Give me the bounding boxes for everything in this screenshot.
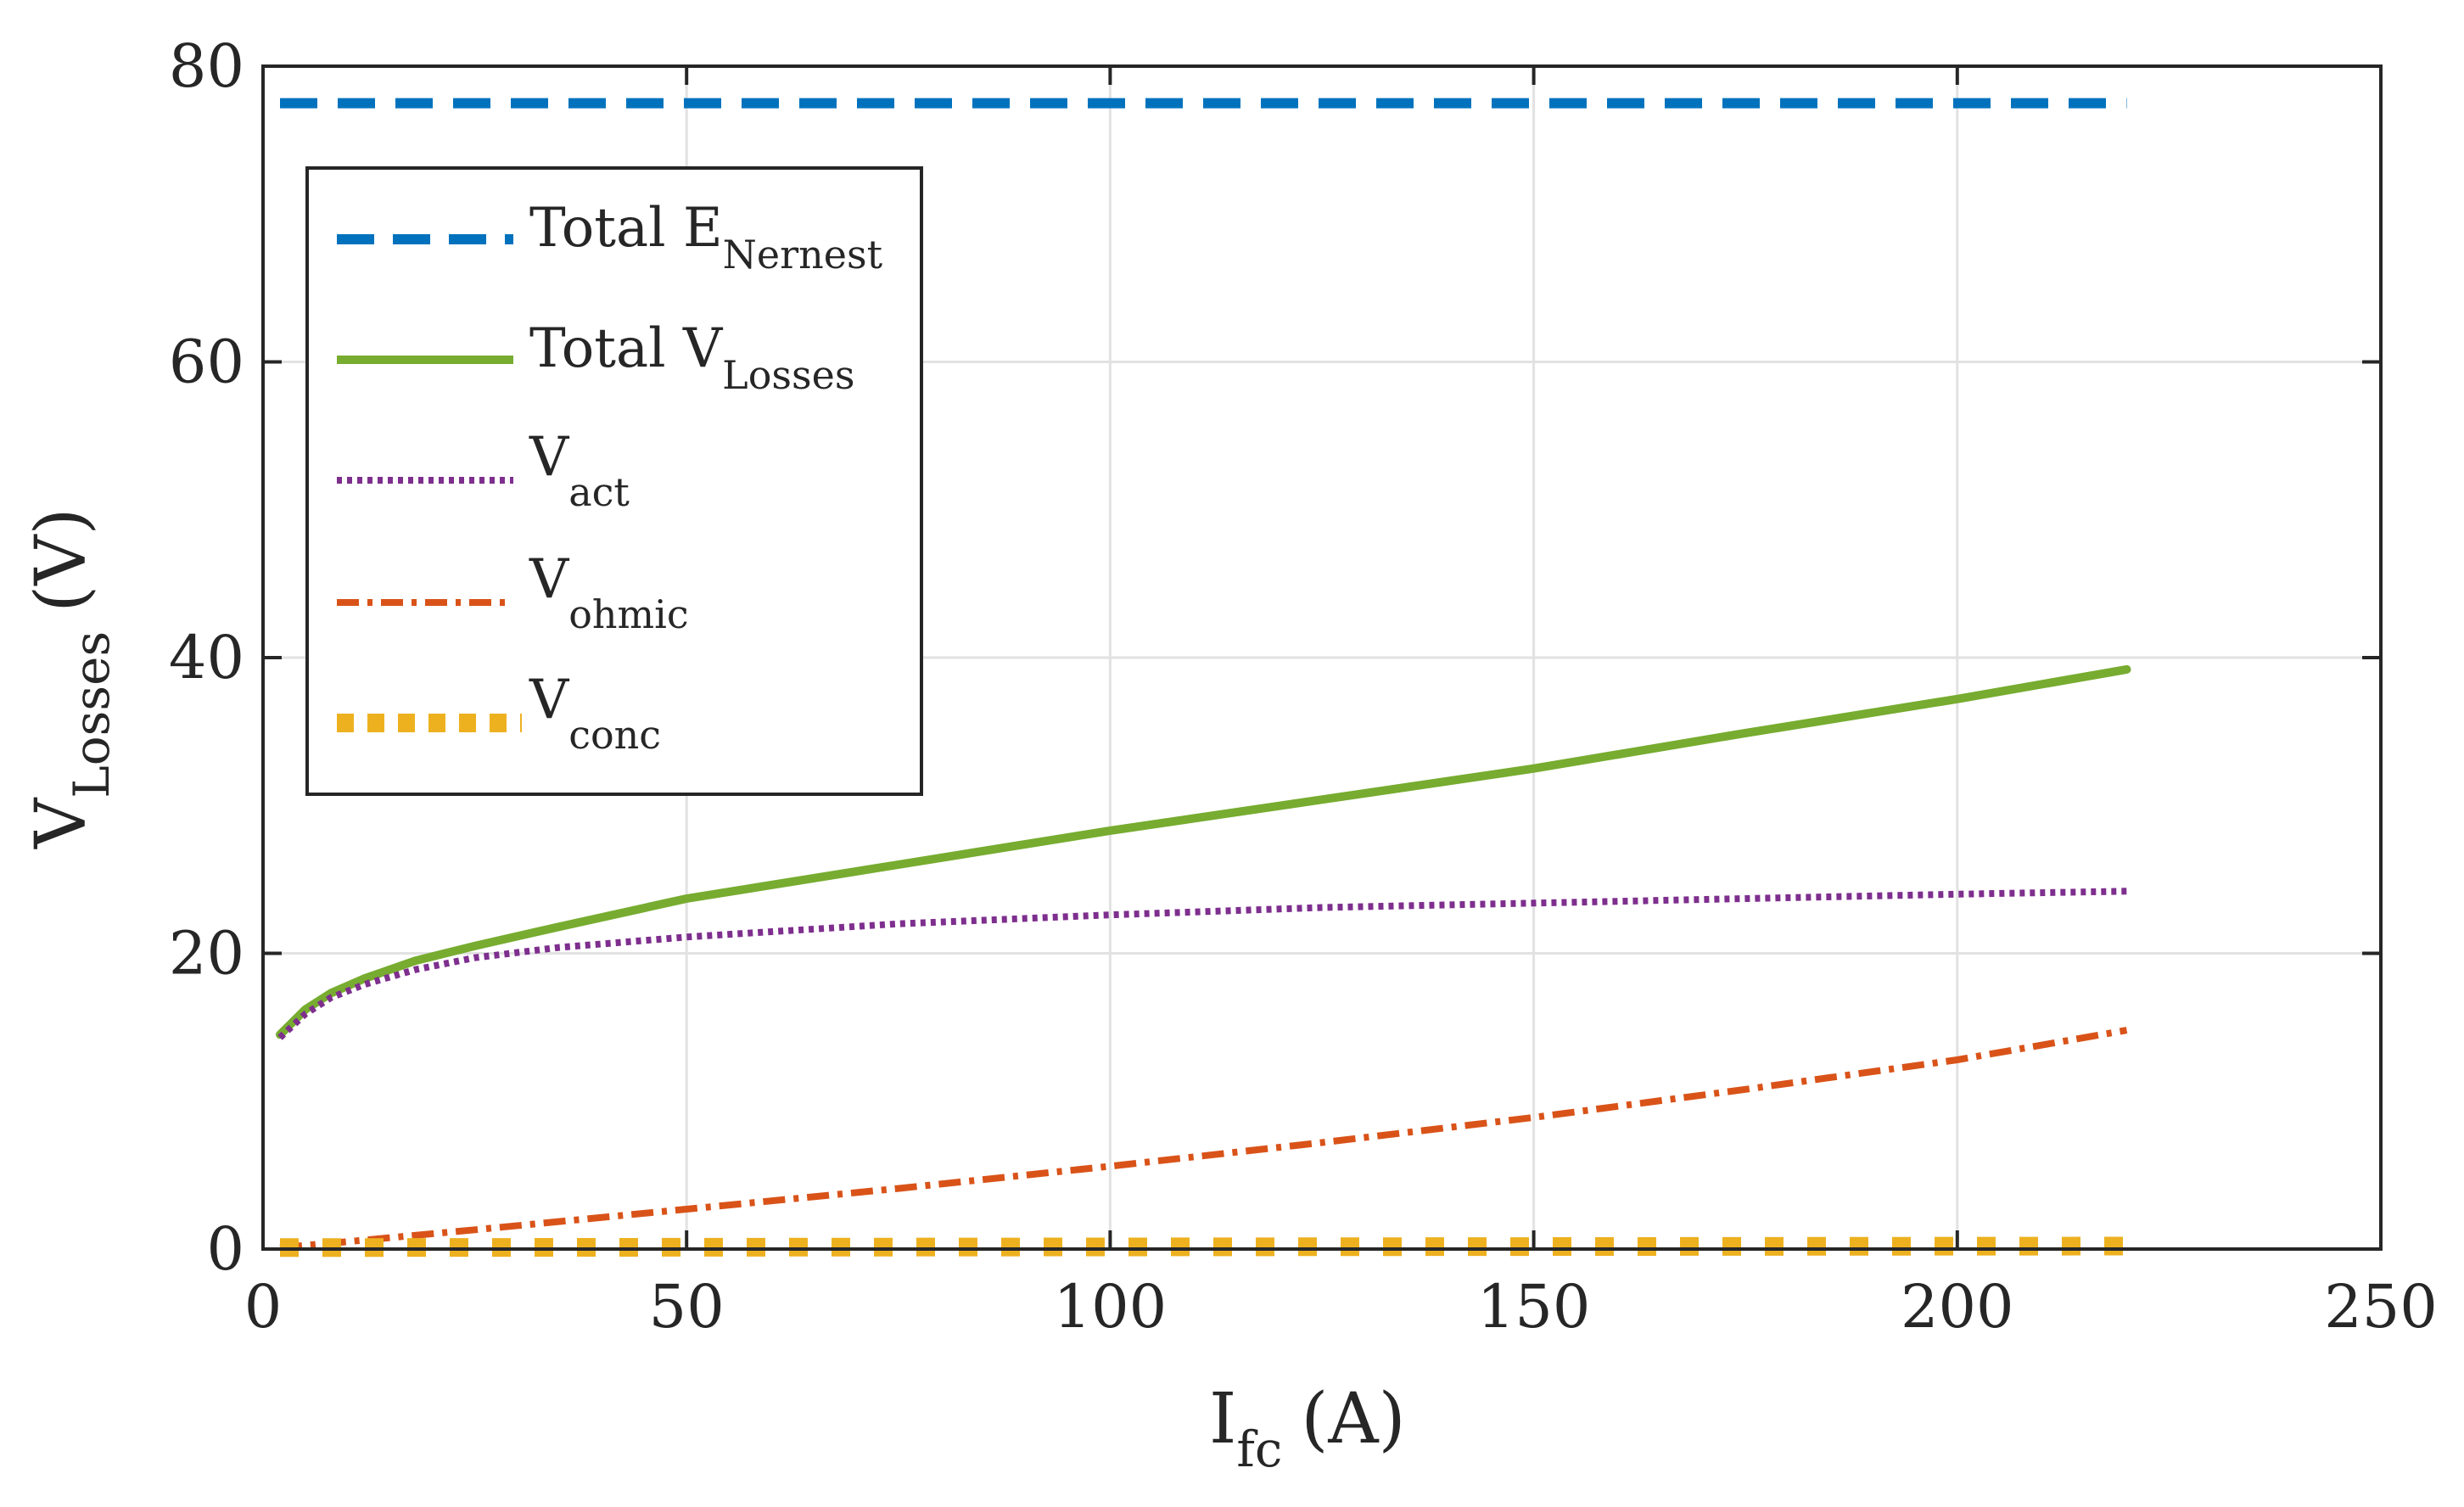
x-tick-label: 50 (649, 1272, 725, 1342)
legend-label-conc-main: V (529, 669, 570, 731)
legend-label-nernest-sub: Nernest (723, 232, 883, 277)
legend-label-act-sub: act (568, 469, 630, 515)
legend-label-losses: Total VLosses (529, 317, 854, 398)
x-tick-label: 250 (2324, 1272, 2438, 1342)
legend: Total ENernest Total VLosses Vact Vohmic… (305, 166, 923, 796)
x-tick-label: 150 (1477, 1272, 1591, 1342)
x-axis-label-main: I (1209, 1379, 1236, 1459)
x-tick-label: 200 (1901, 1272, 2014, 1342)
x-axis-label: Ifc (A) (1209, 1379, 1406, 1478)
y-tick-label: 40 (169, 623, 244, 692)
legend-label-nernest: Total ENernest (529, 197, 883, 277)
series-line-losses (276, 664, 2131, 1039)
x-tick-label: 100 (1054, 1272, 1168, 1342)
series-line-ohmic (279, 1027, 2128, 1252)
legend-label-nernest-main: Total E (529, 197, 723, 260)
legend-label-ohmic-main: V (529, 548, 570, 611)
legend-label-ohmic: Vohmic (529, 548, 689, 637)
y-tick-label: 20 (169, 919, 244, 989)
legend-label-act: Vact (529, 426, 630, 515)
y-axis-label-main: V (21, 797, 102, 849)
legend-label-losses-sub: Losses (722, 352, 854, 398)
y-tick-label: 0 (206, 1214, 244, 1284)
series-line-act (277, 888, 2127, 1040)
x-axis-label-unit: (A) (1301, 1379, 1405, 1459)
x-axis-label-sub: fc (1236, 1420, 1282, 1478)
y-tick-label: 80 (169, 31, 244, 101)
legend-label-losses-main: Total V (529, 317, 724, 380)
x-tick-label: 0 (244, 1272, 283, 1342)
y-tick-label: 60 (169, 328, 244, 397)
legend-label-conc: Vconc (529, 669, 661, 758)
legend-label-act-main: V (529, 426, 570, 489)
legend-label-conc-sub: conc (568, 712, 661, 758)
ticks: 0 50 100 150 200 250 0 20 40 60 80 (169, 31, 2438, 1342)
legend-label-ohmic-sub: ohmic (568, 591, 688, 637)
y-axis-label: VLosses (V) (21, 508, 120, 849)
y-axis-label-unit: (V) (21, 508, 102, 613)
y-axis-label-sub: Losses (63, 631, 120, 798)
